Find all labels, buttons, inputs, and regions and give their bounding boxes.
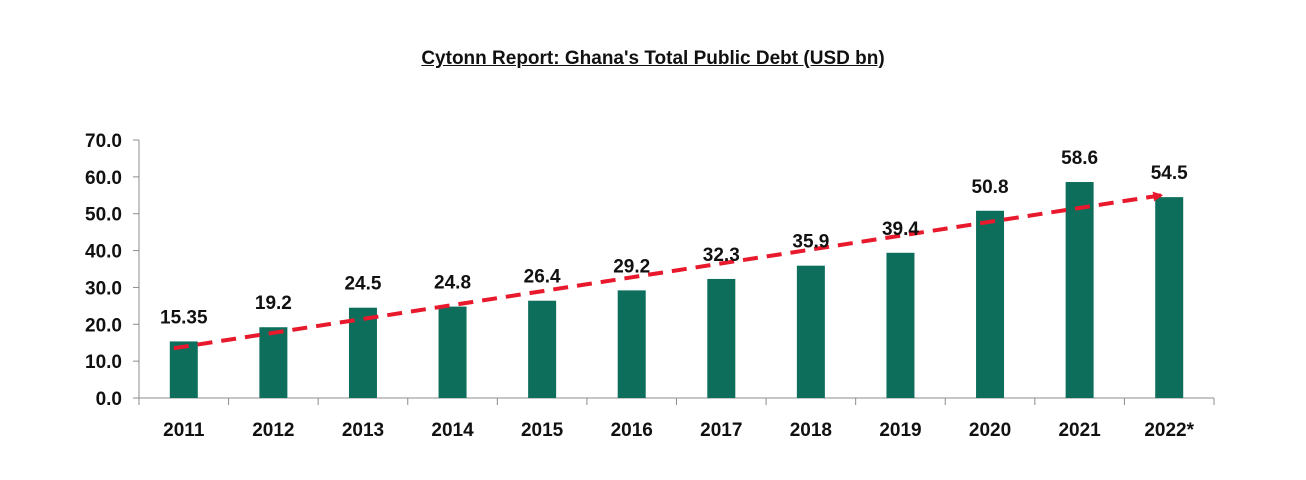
x-tick-label: 2017 — [700, 420, 742, 441]
y-tick-label: 40.0 — [85, 242, 122, 263]
data-labels: 15.35 19.2 24.5 24.8 26.4 29.2 32.3 35.9 39.4 50.… — [160, 148, 1188, 328]
y-axis: 0.0 10.0 20.0 30.0 40.0 50.0 60.0 70.0 — [85, 131, 140, 410]
y-tick-label: 0.0 — [96, 389, 122, 410]
data-label: 39.4 — [882, 219, 919, 240]
x-tick-label: 2013 — [342, 420, 384, 441]
x-tick-label: 2021 — [1058, 420, 1101, 441]
data-label: 15.35 — [160, 307, 208, 328]
bar — [707, 278, 736, 398]
bar — [976, 210, 1005, 398]
x-tick-label: 2018 — [790, 420, 832, 441]
y-tick-label: 30.0 — [85, 278, 122, 299]
x-tick-label: 2016 — [611, 420, 653, 441]
x-tick-label: 2019 — [879, 420, 921, 441]
bar — [348, 307, 377, 398]
data-label: 24.8 — [434, 273, 471, 294]
data-label: 50.8 — [972, 177, 1009, 198]
x-tick-label: 2022* — [1144, 420, 1194, 441]
bar — [617, 290, 646, 398]
data-label: 24.5 — [344, 274, 381, 295]
trend-line — [173, 191, 1164, 351]
y-tick-label: 20.0 — [85, 315, 122, 336]
y-tick-label: 50.0 — [85, 205, 122, 226]
x-tick-label: 2020 — [969, 420, 1011, 441]
x-tick-label: 2015 — [521, 420, 564, 441]
data-label: 54.5 — [1151, 163, 1188, 184]
data-label: 58.6 — [1061, 148, 1098, 169]
bar — [886, 252, 915, 398]
data-label: 35.9 — [792, 232, 829, 253]
bar — [169, 341, 198, 398]
data-label: 19.2 — [255, 293, 292, 314]
chart-title: Cytonn Report: Ghana's Total Public Debt… — [421, 48, 885, 69]
bar — [1155, 197, 1184, 398]
data-label: 32.3 — [703, 245, 740, 266]
bar — [796, 265, 825, 398]
x-tick-label: 2011 — [163, 420, 205, 441]
data-label: 29.2 — [613, 256, 650, 277]
bar — [1065, 182, 1094, 398]
bar — [528, 300, 557, 398]
bar — [438, 306, 467, 398]
x-tick-label: 2014 — [431, 420, 474, 441]
bar — [259, 327, 288, 398]
bars — [169, 182, 1184, 398]
trend-arrow — [173, 191, 1164, 351]
y-tick-label: 60.0 — [85, 168, 122, 189]
y-tick-label: 70.0 — [85, 131, 122, 152]
y-tick-label: 10.0 — [85, 352, 122, 373]
data-label: 26.4 — [524, 267, 561, 288]
x-axis: 2011 2012 2013 2014 2015 2016 2017 2018 2019 2020… — [138, 397, 1215, 441]
x-tick-label: 2012 — [252, 420, 294, 441]
